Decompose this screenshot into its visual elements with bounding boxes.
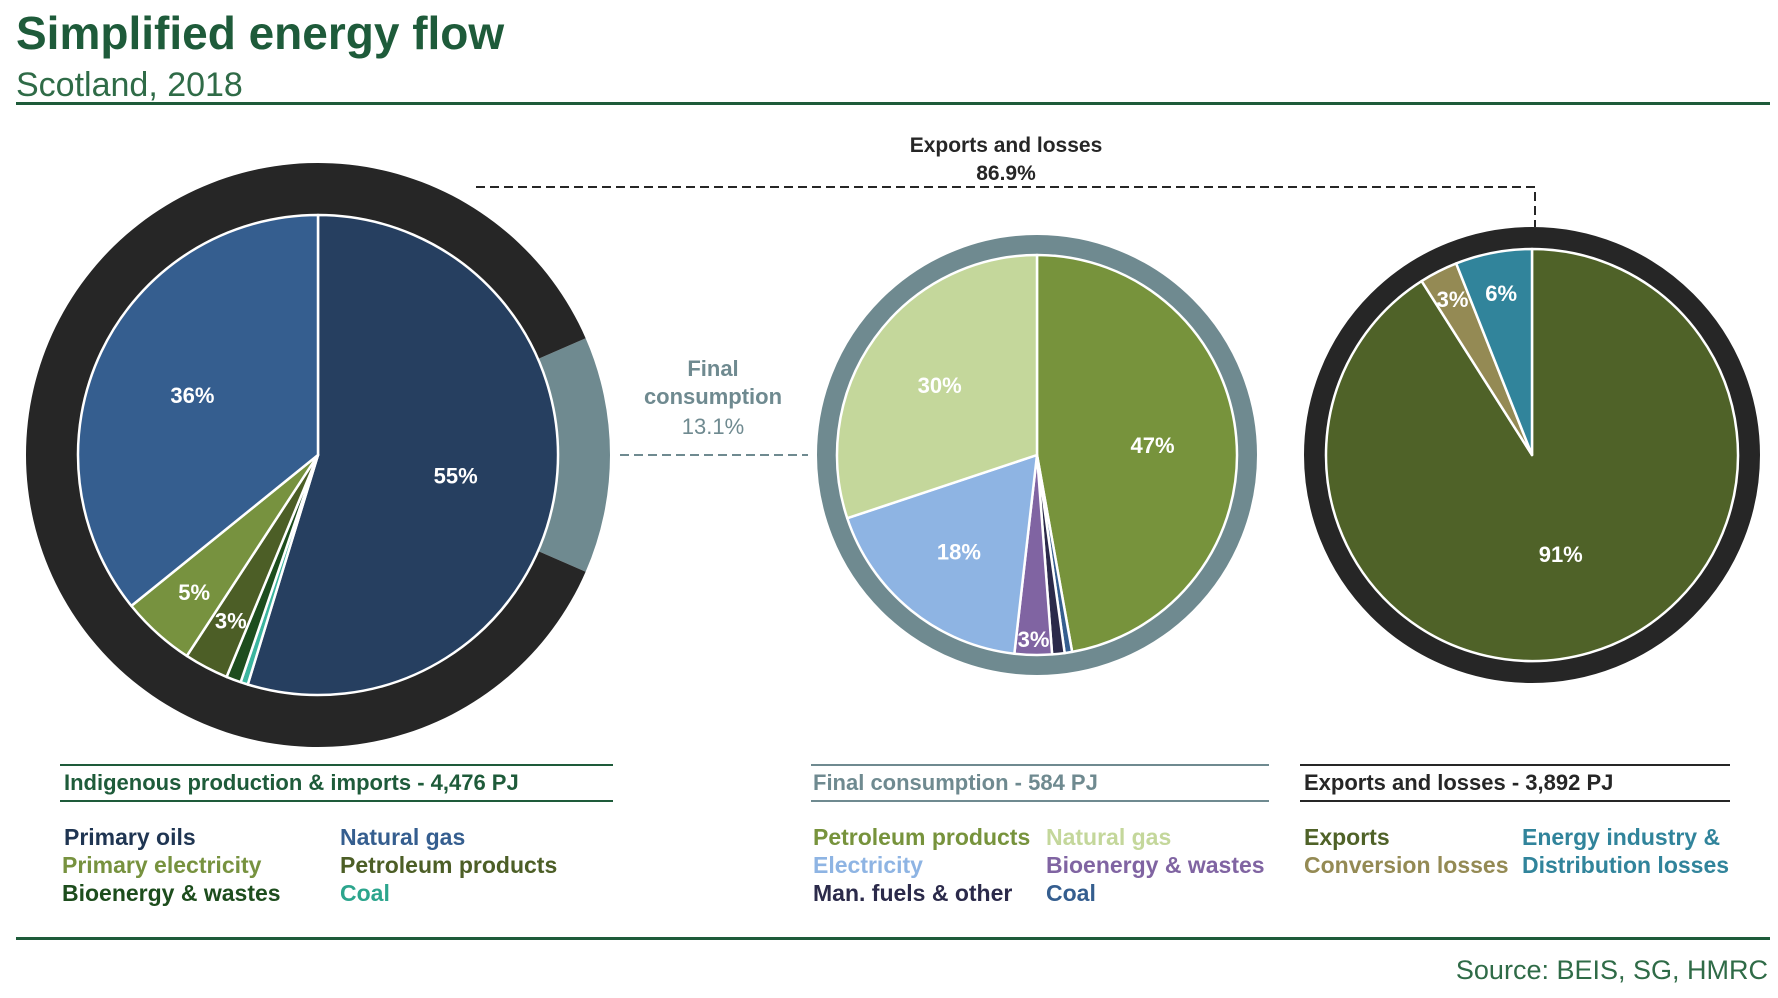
legend1-item: Bioenergy & wastes xyxy=(62,880,281,906)
legend1-item: Coal xyxy=(340,880,390,906)
legend2-item: Electricity xyxy=(813,852,923,878)
pie-indigenous-production: 55% 3%5% 36% xyxy=(25,163,610,748)
pie-final-consumption: 47% 3% 18% 30% xyxy=(817,235,1257,675)
pie-data-label: 36% xyxy=(170,383,214,408)
pie-data-label: 3% xyxy=(1437,287,1469,312)
pie-data-label: 5% xyxy=(178,580,210,605)
pie-border-ring xyxy=(1304,227,1760,683)
final-value: 13.1% xyxy=(682,414,744,439)
pie-slice-electricity xyxy=(846,453,1039,655)
legend2-top-rule xyxy=(811,764,1269,766)
legend2-item: Natural gas xyxy=(1046,824,1172,850)
pie-slice-primary-oils xyxy=(76,213,320,608)
pie-slice-energy-industry-distribution-losses xyxy=(1454,247,1534,457)
pie-data-label: 18% xyxy=(937,539,981,564)
exports-value: 86.9% xyxy=(976,162,1036,185)
final-label-line2: consumption xyxy=(644,384,782,409)
pie-data-label: 30% xyxy=(918,373,962,398)
legend3-title: Exports and losses - 3,892 PJ xyxy=(1304,770,1614,795)
pie-border-ring xyxy=(817,235,1257,675)
final-label-line1: Final xyxy=(687,356,738,381)
legend3-top-rule xyxy=(1300,764,1730,766)
legend1-item: Primary oils xyxy=(64,824,196,850)
pie-data-label: 3% xyxy=(1018,627,1050,652)
exports-connector-line xyxy=(476,186,1536,227)
pie-slice-natural-gas xyxy=(835,253,1039,520)
legend1-item: Natural gas xyxy=(340,824,466,850)
legend3-item: Distribution losses xyxy=(1522,852,1730,878)
exports-label: Exports and losses xyxy=(910,134,1103,157)
legend3-item: Exports xyxy=(1304,824,1390,850)
pie-data-label: 6% xyxy=(1485,281,1517,306)
legend1-item: Primary electricity xyxy=(62,852,262,878)
header-rule xyxy=(16,102,1770,105)
ring-segment-final-consumption xyxy=(537,338,610,572)
pie-exports-losses: 91% 3% 6% xyxy=(1304,227,1760,683)
pie-data-label: 55% xyxy=(434,464,478,489)
pie-data-label: 91% xyxy=(1539,542,1583,567)
page-title: Simplified energy flow xyxy=(16,7,505,59)
legend2-item: Man. fuels & other xyxy=(813,880,1013,906)
pie-slice-natural-gas xyxy=(246,213,560,697)
pie-data-label: 47% xyxy=(1131,433,1175,458)
legend2-title: Final consumption - 584 PJ xyxy=(813,770,1098,795)
legend1-bottom-rule xyxy=(60,800,613,802)
legend2-bottom-rule xyxy=(811,800,1269,802)
legend2-item: Petroleum products xyxy=(813,824,1031,850)
source-note: Source: BEIS, SG, HMRC xyxy=(1455,955,1768,985)
legend2-item: Bioenergy & wastes xyxy=(1046,852,1265,878)
legend2-item: Coal xyxy=(1046,880,1096,906)
legend1-item: Petroleum products xyxy=(340,852,558,878)
page-subtitle: Scotland, 2018 xyxy=(16,66,243,104)
legend1-top-rule xyxy=(60,764,613,766)
legend3-item: Energy industry & xyxy=(1522,824,1721,850)
legend3-item: Conversion losses xyxy=(1304,852,1509,878)
footer-rule xyxy=(16,937,1770,940)
pie-slice-petroleum-products xyxy=(1035,253,1239,654)
pie-data-label: 3% xyxy=(215,609,247,634)
legend1-title: Indigenous production & imports - 4,476 … xyxy=(64,770,519,795)
legend3-bottom-rule xyxy=(1300,800,1730,802)
